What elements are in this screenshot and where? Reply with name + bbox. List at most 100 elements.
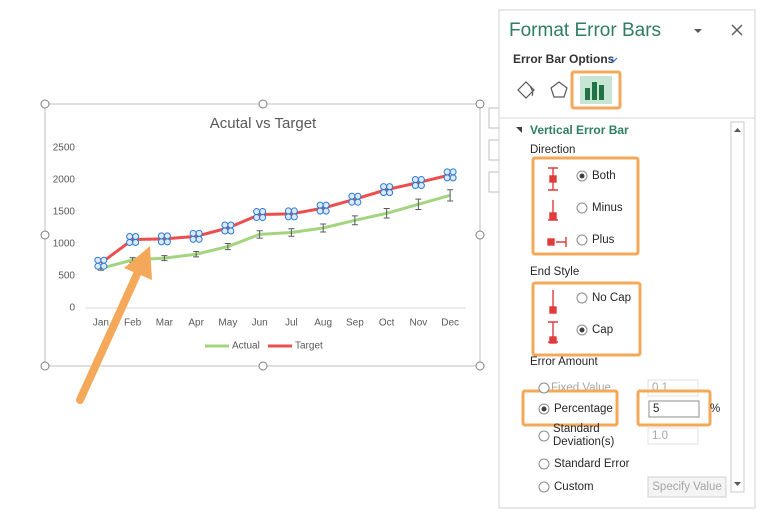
radio-button[interactable] — [538, 382, 550, 394]
options-tab-icon — [585, 82, 604, 100]
y-tick-label: 1000 — [53, 239, 76, 250]
y-tick-label: 1500 — [53, 207, 76, 218]
pane-title: Format Error Bars — [509, 20, 661, 41]
selection-handle — [411, 176, 419, 184]
selection-handle — [322, 207, 330, 215]
selected-point — [443, 168, 457, 182]
scrollbar[interactable] — [730, 121, 745, 493]
radio-button[interactable] — [538, 458, 550, 470]
selection-handle — [227, 221, 235, 229]
radio-button[interactable] — [576, 292, 588, 304]
error-amount-label: Error Amount — [530, 356, 599, 368]
close-button[interactable] — [731, 24, 743, 36]
radio-dot — [541, 406, 547, 412]
radio-button[interactable] — [576, 202, 588, 214]
selection-handle — [94, 262, 102, 270]
error-bar — [447, 189, 454, 202]
radio-button[interactable] — [538, 430, 550, 442]
selection-handle — [316, 207, 324, 215]
stdev-box[interactable] — [647, 427, 699, 445]
highlight-box — [570, 70, 622, 110]
selection-handle — [195, 235, 203, 243]
pane-menu[interactable] — [694, 29, 702, 33]
resize-handles[interactable] — [40, 99, 485, 371]
selection-handle — [348, 192, 356, 200]
error-bar — [224, 242, 231, 251]
selected-point — [284, 207, 298, 221]
selection-handle — [195, 229, 203, 237]
end-style-icons — [548, 290, 558, 344]
error-bar — [288, 228, 295, 237]
x-tick-label: Mar — [156, 318, 174, 329]
section-dropdown[interactable]: Error Bar Options — [513, 52, 615, 66]
effects-tab[interactable] — [550, 81, 568, 98]
radio-button[interactable] — [576, 234, 588, 246]
selected-point — [380, 183, 394, 197]
x-tick-label: Sep — [346, 318, 364, 329]
selection-handle — [132, 233, 140, 241]
selection-handle — [322, 201, 330, 209]
custom-label: Custom — [554, 481, 594, 493]
stderr-label: Standard Error — [554, 458, 630, 470]
selection-handle — [354, 198, 362, 206]
highlight-box — [521, 389, 619, 427]
selected-point — [253, 208, 267, 222]
selection-handle — [132, 239, 140, 247]
x-tick-label: Aug — [314, 318, 332, 329]
x-tick-label: Apr — [188, 318, 204, 329]
specify-button[interactable] — [647, 476, 727, 498]
x-tick-label: Dec — [441, 318, 459, 329]
selection-handle — [354, 192, 362, 200]
x-tick-label: Feb — [124, 318, 142, 329]
x-tick-label: Jun — [252, 318, 268, 329]
selection-handle — [100, 262, 108, 270]
selection-handle — [253, 208, 261, 216]
group-title: Vertical Error Bar — [530, 123, 629, 137]
dropdown-chevron[interactable] — [608, 57, 618, 63]
x-tick-label: Oct — [379, 318, 395, 329]
end-style-label: End Style — [530, 266, 579, 278]
percentage-label: Percentage — [554, 403, 613, 415]
x-tick-label: Nov — [409, 318, 427, 329]
highlight-box — [531, 281, 642, 357]
selection-handle — [316, 201, 324, 209]
radio-button[interactable] — [538, 481, 550, 493]
series-line — [100, 193, 451, 270]
selection-handle — [417, 176, 425, 184]
option-label: Both — [592, 170, 616, 182]
selection-handle — [163, 238, 171, 246]
selection-handle — [221, 227, 229, 235]
selection-handle — [227, 227, 235, 235]
legend-label: Actual — [232, 341, 260, 352]
percentage-input[interactable] — [648, 400, 700, 418]
selection-handle — [126, 233, 134, 241]
error-bar — [383, 208, 390, 219]
selection-handle — [290, 213, 298, 221]
selected-point — [316, 201, 330, 215]
selected-point — [189, 229, 203, 243]
y-tick-label: 0 — [69, 303, 75, 314]
selection-handle — [411, 182, 419, 190]
selection-handle — [348, 198, 356, 206]
selection-handle — [157, 232, 165, 240]
fill-tab[interactable] — [517, 81, 535, 99]
selected-point — [411, 176, 425, 190]
x-tick-label: Jan — [93, 318, 109, 329]
selection-handle — [189, 229, 197, 237]
highlight-box — [636, 389, 712, 427]
selection-handle — [386, 189, 394, 197]
selection-handle — [126, 239, 134, 247]
x-tick-label: May — [218, 318, 237, 329]
selected-point — [348, 192, 362, 206]
selection-handle — [253, 214, 261, 222]
collapse-icon[interactable] — [516, 127, 522, 133]
percentage-unit: % — [710, 403, 720, 415]
selection-handle — [386, 183, 394, 191]
selection-handle — [259, 214, 267, 222]
error-bar — [415, 198, 422, 211]
selection-handle — [443, 174, 451, 182]
selection-handle — [157, 238, 165, 246]
y-tick-label: 2500 — [53, 143, 76, 154]
stdev-label: Standard Deviation(s) — [553, 423, 615, 448]
